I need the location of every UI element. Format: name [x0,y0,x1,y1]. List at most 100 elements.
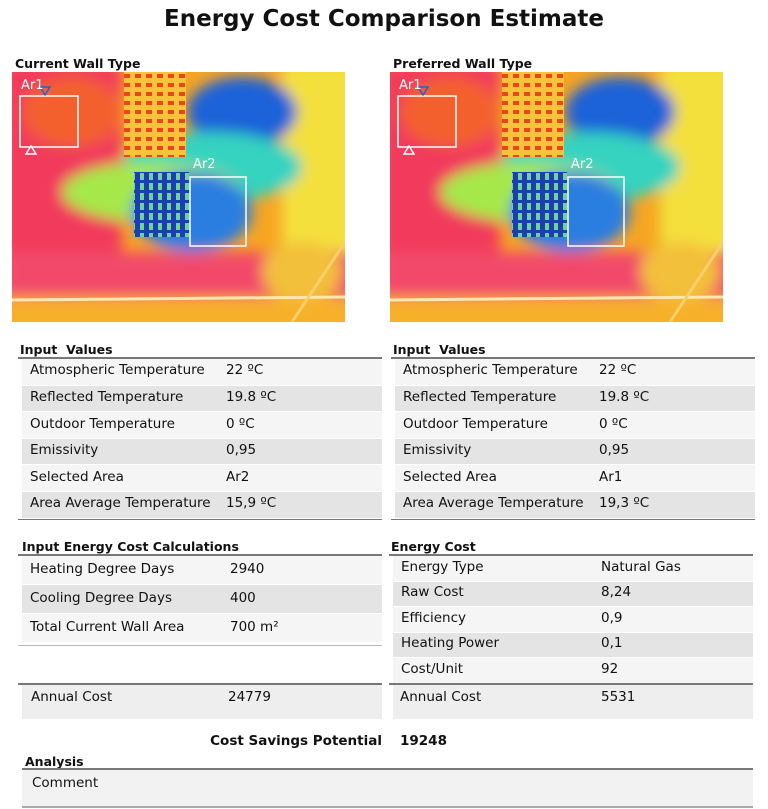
row-value: 0 ºC [599,415,628,432]
area-box [19,95,79,148]
row-label: Energy Type [401,558,484,575]
thermal-map [12,72,345,322]
row-label: Heating Degree Days [30,560,175,577]
area-label: Ar1 [21,78,44,93]
row-label: Outdoor Temperature [403,415,548,432]
section-heading: Analysis [25,754,84,769]
savings-label: Cost Savings Potential [210,733,382,749]
row-value: 92 [601,660,619,677]
row-value: 24779 [228,689,271,705]
table-row [393,658,753,683]
annual-row [22,685,382,719]
table-row [395,359,755,385]
row-label: Atmospheric Temperature [30,362,205,379]
table-row [22,614,382,642]
annual-row [393,685,753,719]
row-label: Outdoor Temperature [30,415,175,432]
row-value: 400 [230,589,256,606]
row-label: Emissivity [403,442,472,459]
row-value: 2940 [230,560,265,577]
row-label: Reflected Temperature [403,388,557,405]
rule [18,357,382,359]
row-label: Emissivity [30,442,99,459]
rule [389,554,753,556]
row-label: Area Average Temperature [30,495,211,512]
rule [18,683,382,685]
row-label: Raw Cost [401,584,464,601]
area-label: Ar2 [193,157,216,172]
table-row [393,632,753,657]
row-label: Efficiency [401,609,467,626]
row-label: Selected Area [30,468,124,485]
table-row [395,465,755,491]
rule [18,519,382,520]
rule [389,683,753,685]
comment-box [22,768,753,808]
table-row [22,492,382,518]
area-box [189,176,247,247]
rule [18,554,382,556]
row-value: 0,95 [599,442,630,459]
section-heading: Input Energy Cost Calculations [22,539,239,554]
table-row [395,438,755,465]
area-box [567,176,625,247]
table-row [395,412,755,438]
section-heading: Input Values [20,342,113,357]
marker [24,144,38,155]
row-label: Selected Area [403,468,497,485]
row-value: 22 ºC [599,362,637,379]
panel-heading: Current Wall Type [15,56,141,71]
table-row [393,607,753,632]
row-label: Annual Cost [31,689,113,705]
table-row [22,438,382,465]
row-value: 5531 [601,689,636,705]
row-label: Atmospheric Temperature [403,362,578,379]
marker [416,86,430,97]
row-value: 19,3 ºC [599,495,650,512]
panel-heading: Preferred Wall Type [393,56,533,71]
marker [38,86,52,97]
row-label: Cost/Unit [401,660,464,677]
thermal-image: Ar1 Ar2 [390,72,723,322]
row-value: 0,1 [601,635,623,652]
row-value: 22 ºC [226,362,264,379]
row-value: 15,9 ºC [226,495,277,512]
box [18,645,382,682]
row-label: Heating Power [401,635,500,652]
area-box [397,95,457,148]
area-label: Ar2 [571,157,594,172]
row-value: 19.8 ºC [599,388,650,405]
row-label: Area Average Temperature [403,495,584,512]
row-value: 0 ºC [226,415,255,432]
row-value: Ar2 [226,468,250,485]
row-value: 0,9 [601,609,623,626]
table-row [22,412,382,438]
row-value: 8,24 [601,584,632,601]
comment: Comment [32,775,99,791]
row-value: 0,95 [226,442,257,459]
thermal-image: Ar1 Ar2 [12,72,345,322]
table-row [395,385,755,412]
rule [391,357,755,359]
area-label: Ar1 [399,78,422,93]
row-value: Natural Gas [601,558,681,575]
page-title: Energy Cost Comparison Estimate [164,6,604,32]
row-label: Total Current Wall Area [30,618,185,635]
table-row [22,465,382,491]
row-label: Reflected Temperature [30,388,184,405]
savings-value: 19248 [400,733,447,749]
table-row [22,585,382,613]
table-row [22,385,382,412]
row-value: 19.8 ºC [226,388,277,405]
table-row [393,581,753,606]
row-value: 700 m² [230,618,279,635]
marker [402,144,416,155]
table-row [22,556,382,584]
rule [391,519,755,520]
row-label: Annual Cost [400,689,482,705]
row-label: Cooling Degree Days [30,589,172,606]
section-heading: Input Values [393,342,486,357]
row-value: Ar1 [599,468,623,485]
table-row [393,556,753,581]
